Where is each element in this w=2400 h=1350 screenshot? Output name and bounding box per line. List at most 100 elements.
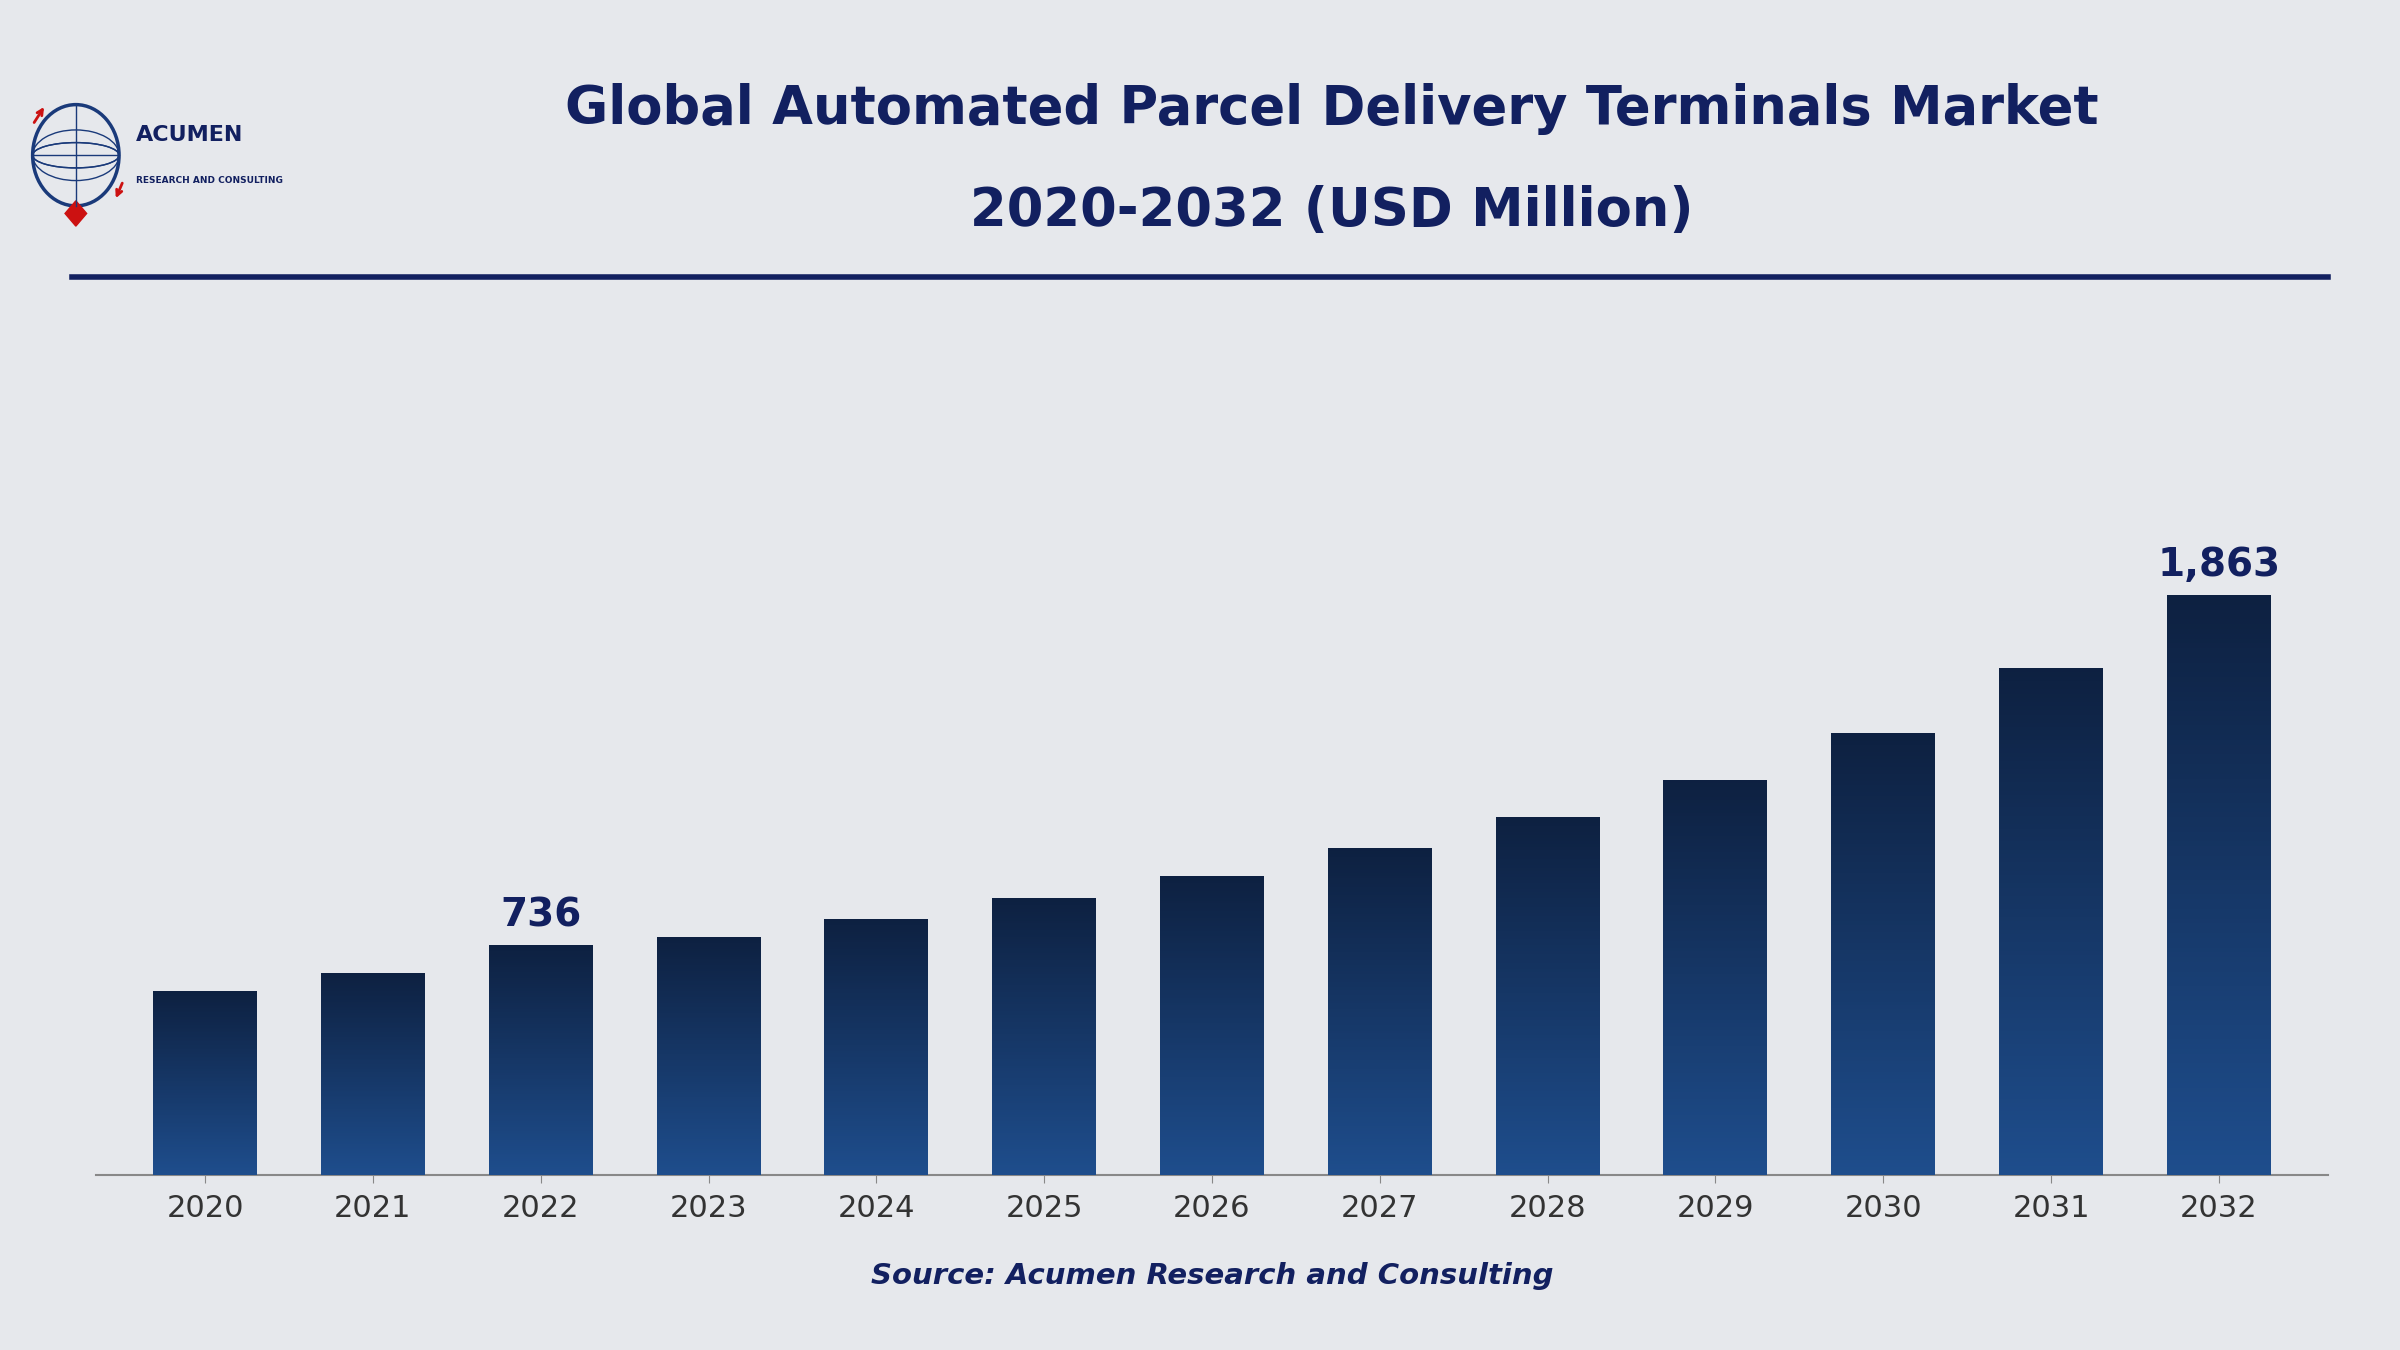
Bar xyxy=(1327,848,1433,852)
Bar xyxy=(1159,950,1265,953)
Bar xyxy=(823,1042,929,1045)
Bar xyxy=(1663,863,1766,865)
Bar xyxy=(991,1168,1097,1170)
Bar xyxy=(2167,1030,2270,1034)
Bar xyxy=(154,1029,257,1031)
Bar xyxy=(154,1011,257,1012)
Text: 736: 736 xyxy=(499,896,581,934)
Bar xyxy=(322,1099,425,1100)
Bar xyxy=(1999,1002,2102,1006)
Bar xyxy=(490,1007,593,1008)
Bar xyxy=(1495,821,1601,824)
Bar xyxy=(490,961,593,963)
Bar xyxy=(1831,1094,1934,1098)
Bar xyxy=(490,980,593,981)
Bar xyxy=(823,1040,929,1042)
Bar xyxy=(1159,926,1265,929)
Bar xyxy=(1159,1137,1265,1139)
Bar xyxy=(154,1018,257,1021)
Bar xyxy=(1159,971,1265,973)
Bar xyxy=(490,1133,593,1134)
Bar xyxy=(322,1022,425,1023)
Bar xyxy=(322,1106,425,1107)
Bar xyxy=(1327,1104,1433,1107)
Bar xyxy=(1999,668,2102,672)
Bar xyxy=(1663,954,1766,957)
Bar xyxy=(490,1153,593,1156)
Bar xyxy=(322,1002,425,1003)
Bar xyxy=(1999,1123,2102,1129)
Bar xyxy=(991,917,1097,918)
Bar xyxy=(1999,1089,2102,1095)
Bar xyxy=(1831,1072,1934,1076)
Bar xyxy=(1831,825,1934,829)
Bar xyxy=(2167,783,2270,788)
Bar xyxy=(991,1083,1097,1084)
Bar xyxy=(154,1003,257,1004)
Bar xyxy=(2167,1098,2270,1102)
Bar xyxy=(991,1154,1097,1156)
Bar xyxy=(1159,1089,1265,1092)
Bar xyxy=(1831,829,1934,833)
Bar xyxy=(2167,672,2270,678)
Bar xyxy=(1159,953,1265,956)
Bar xyxy=(1663,859,1766,863)
Bar xyxy=(154,1162,257,1164)
Bar xyxy=(2167,691,2270,697)
Bar xyxy=(1999,833,2102,837)
Bar xyxy=(1327,1008,1433,1011)
Bar xyxy=(154,1120,257,1122)
Bar xyxy=(1999,1035,2102,1040)
Bar xyxy=(823,953,929,954)
Bar xyxy=(490,1056,593,1058)
Bar xyxy=(154,1156,257,1158)
Bar xyxy=(1495,856,1601,859)
Bar xyxy=(1663,1072,1766,1076)
Bar xyxy=(1159,880,1265,883)
Bar xyxy=(823,976,929,979)
Bar xyxy=(991,1008,1097,1011)
Bar xyxy=(1663,1033,1766,1037)
Bar xyxy=(823,1031,929,1034)
Bar xyxy=(1495,954,1601,957)
Bar xyxy=(322,1033,425,1035)
Bar xyxy=(823,950,929,953)
Bar xyxy=(1999,782,2102,786)
Bar xyxy=(1495,850,1601,853)
Bar xyxy=(1831,876,1934,880)
Bar xyxy=(322,1133,425,1134)
Bar xyxy=(1999,988,2102,994)
Bar xyxy=(154,1096,257,1098)
Bar xyxy=(1327,1073,1433,1077)
Bar xyxy=(490,1026,593,1027)
Bar xyxy=(1999,1027,2102,1031)
Bar xyxy=(1327,1115,1433,1118)
Bar xyxy=(1159,876,1265,879)
Bar xyxy=(1831,1075,1934,1079)
Bar xyxy=(1999,684,2102,690)
Bar xyxy=(154,1079,257,1080)
Bar xyxy=(1327,865,1433,868)
Bar xyxy=(823,1019,929,1021)
Bar xyxy=(2167,730,2270,736)
Bar xyxy=(1999,1153,2102,1157)
Bar xyxy=(1327,919,1433,922)
Bar xyxy=(658,1110,761,1111)
Bar xyxy=(991,986,1097,988)
Bar xyxy=(322,1045,425,1046)
Bar xyxy=(658,1060,761,1062)
Bar xyxy=(154,1131,257,1133)
Bar xyxy=(322,1044,425,1045)
Bar xyxy=(1327,1134,1433,1137)
Bar xyxy=(490,1130,593,1133)
Bar xyxy=(1495,1083,1601,1085)
Bar xyxy=(322,1015,425,1017)
Bar xyxy=(1663,803,1766,806)
Bar xyxy=(2167,609,2270,614)
Bar xyxy=(1831,807,1934,811)
Bar xyxy=(1495,1053,1601,1056)
Bar xyxy=(1159,1104,1265,1107)
Bar xyxy=(1663,944,1766,948)
Bar xyxy=(1831,1098,1934,1102)
Bar xyxy=(658,1127,761,1129)
